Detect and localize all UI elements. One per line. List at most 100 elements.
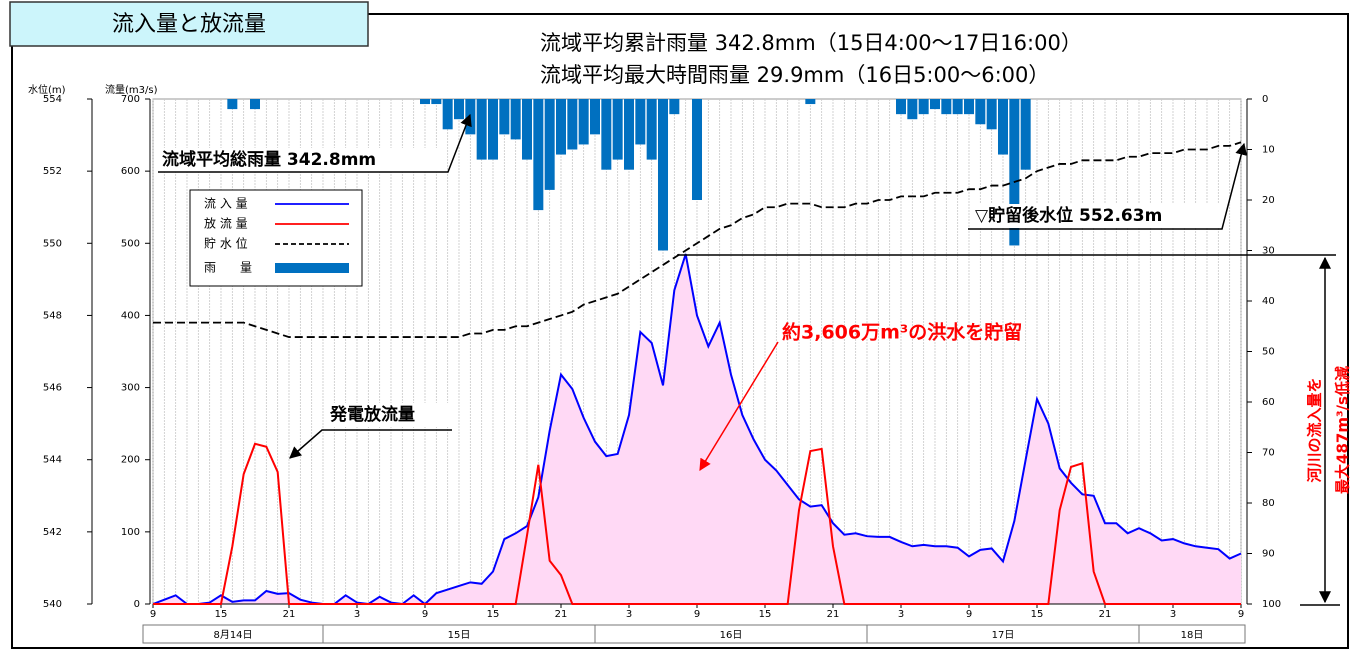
y-tick-label: 0 (134, 599, 140, 610)
rain-bar (556, 99, 566, 155)
level-tick-label: 546 (43, 383, 62, 394)
annotation: 約3,606万m³の洪水を貯留 (782, 321, 1022, 344)
rain-bar (805, 99, 816, 105)
y2-tick-label: 0 (1262, 94, 1268, 105)
rain-bar (624, 99, 634, 170)
legend-swatch (275, 263, 349, 273)
x-tick-label: 15 (759, 609, 772, 620)
arrow (289, 429, 452, 459)
date-label: 16日 (720, 630, 743, 641)
rain-bar (499, 99, 510, 135)
level-line (153, 141, 1242, 338)
rain-bar (488, 99, 498, 160)
rain-bar (635, 99, 646, 145)
rain-bar (964, 99, 974, 115)
annotation: 河川の流入量を (1306, 377, 1324, 482)
rain-bar (442, 99, 453, 130)
axis-label: 水位(m) (28, 83, 66, 96)
chart-title: 流入量と放流量 (112, 12, 266, 37)
rain-bar (998, 99, 1008, 155)
y-tick-label: 500 (121, 238, 140, 249)
x-tick-label: 9 (694, 609, 700, 620)
arrow (968, 142, 1248, 230)
y-tick-label: 100 (121, 527, 140, 538)
x-tick-label: 9 (966, 609, 972, 620)
x-tick-label: 9 (422, 609, 428, 620)
rain-bar (601, 99, 612, 170)
y2-tick-label: 80 (1262, 498, 1275, 509)
axis-label: 流量(m3/s) (105, 83, 158, 96)
y2-tick-label: 90 (1262, 549, 1275, 560)
rain-bar (567, 99, 578, 150)
legend-label: 流 入 量 (204, 197, 248, 211)
y2-tick-label: 40 (1262, 296, 1275, 307)
rain-bar (1009, 99, 1020, 246)
level-tick-label: 540 (43, 599, 62, 610)
rain-bar (420, 99, 430, 105)
date-label: 17日 (992, 630, 1015, 641)
date-label: 18日 (1181, 630, 1204, 641)
legend-label: 放 流 量 (204, 216, 248, 231)
subtitle: 流域平均累計雨量 342.8mm（15日4:00〜17日16:00） (540, 31, 1082, 55)
x-tick-label: 3 (898, 609, 904, 620)
y2-tick-label: 100 (1262, 599, 1281, 610)
title-box (9, 1, 369, 47)
rain-bar (454, 99, 464, 120)
y2-tick-label: 60 (1262, 397, 1275, 408)
arrow (699, 341, 779, 472)
rain-bar (250, 99, 260, 110)
label-bg (160, 148, 445, 172)
rain-bar (692, 99, 702, 200)
x-tick-label: 21 (827, 609, 840, 620)
y2-tick-label: 30 (1262, 246, 1275, 257)
level-tick-label: 550 (43, 238, 62, 249)
y-tick-label: 300 (121, 383, 140, 394)
rain-bar (544, 99, 555, 190)
x-tick-label: 3 (354, 609, 360, 620)
rain-bar (907, 99, 918, 120)
annotation: 流域平均総雨量 342.8mm (162, 149, 376, 170)
x-tick-label: 9 (1238, 609, 1244, 620)
flow-line (153, 442, 1241, 605)
legend: 流 入 量放 流 量貯 水 位雨 量 (189, 189, 363, 287)
x-tick-label: 15 (487, 609, 500, 620)
label-bg (326, 403, 451, 427)
x-tick-label: 3 (1170, 609, 1176, 620)
y2-tick-label: 10 (1262, 145, 1275, 156)
y-tick-label: 400 (121, 310, 140, 321)
x-tick-label: 15 (215, 609, 228, 620)
arrow (158, 113, 472, 173)
rain-bar (975, 99, 986, 125)
rain-bar (658, 99, 668, 251)
y-tick-label: 200 (121, 455, 140, 466)
level-tick-label: 542 (43, 527, 62, 538)
rain-bar (510, 99, 521, 140)
x-tick-label: 3 (626, 609, 632, 620)
date-label: 8月14日 (213, 629, 252, 641)
y-tick-label: 600 (121, 166, 140, 177)
rain-bar (533, 99, 544, 211)
storage-area (153, 254, 1241, 604)
plot: 0100200300400500600700540542544546548550… (43, 94, 1281, 644)
level-tick-label: 544 (43, 455, 62, 466)
rain-bar (1020, 99, 1031, 170)
rain-bar (465, 99, 476, 135)
date-label: 15日 (448, 630, 471, 641)
rain-bar (986, 99, 997, 130)
rain-bar (930, 99, 940, 110)
y2-tick-label: 20 (1262, 195, 1275, 206)
rain-bar (896, 99, 906, 115)
level-tick-label: 554 (43, 94, 62, 105)
level-tick-label: 548 (43, 310, 62, 321)
annotation: 発電放流量 (329, 404, 415, 425)
rain-bar (522, 99, 532, 160)
rain-bar (669, 99, 680, 115)
y2-tick-label: 70 (1262, 448, 1275, 459)
rain-bar (578, 99, 589, 145)
rain-bar (952, 99, 963, 115)
date-row (142, 624, 1246, 644)
level-tick-label: 552 (43, 166, 62, 177)
y2-tick-label: 50 (1262, 347, 1275, 358)
rain-bar (612, 99, 623, 160)
